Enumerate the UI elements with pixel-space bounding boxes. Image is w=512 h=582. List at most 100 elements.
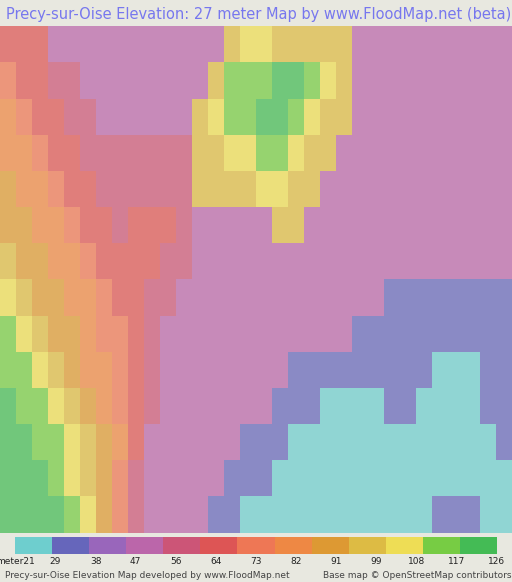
Bar xyxy=(422,537,460,554)
Bar xyxy=(480,297,496,315)
Bar xyxy=(448,207,464,225)
Bar xyxy=(352,352,368,370)
Bar xyxy=(128,243,144,261)
Bar xyxy=(480,478,496,496)
Bar xyxy=(384,370,400,388)
Bar xyxy=(208,370,224,388)
Bar xyxy=(320,315,336,333)
Bar xyxy=(400,315,416,333)
Bar xyxy=(336,134,352,153)
Bar xyxy=(176,243,192,261)
Bar xyxy=(464,261,480,279)
Bar xyxy=(240,207,256,225)
Bar xyxy=(496,388,512,406)
Bar xyxy=(336,297,352,315)
Bar xyxy=(160,388,176,406)
Bar xyxy=(160,352,176,370)
Bar xyxy=(0,243,16,261)
Bar xyxy=(48,333,64,352)
Bar xyxy=(224,478,240,496)
Bar xyxy=(416,225,432,243)
Bar xyxy=(368,153,384,171)
Bar xyxy=(448,442,464,460)
Bar xyxy=(288,116,304,134)
Bar xyxy=(349,537,386,554)
Bar xyxy=(128,442,144,460)
Bar xyxy=(464,460,480,478)
Bar xyxy=(176,352,192,370)
Bar xyxy=(160,370,176,388)
Bar xyxy=(160,297,176,315)
Bar xyxy=(272,315,288,333)
Bar xyxy=(272,62,288,80)
Bar xyxy=(16,153,32,171)
Bar xyxy=(400,424,416,442)
Bar xyxy=(256,153,272,171)
Bar xyxy=(464,496,480,514)
Bar xyxy=(0,62,16,80)
Bar xyxy=(80,261,96,279)
Bar xyxy=(480,279,496,297)
Bar xyxy=(400,333,416,352)
Bar xyxy=(352,98,368,116)
Bar xyxy=(64,279,80,297)
Bar xyxy=(64,80,80,98)
Bar xyxy=(224,496,240,514)
Bar xyxy=(368,261,384,279)
Bar xyxy=(352,315,368,333)
Bar xyxy=(464,98,480,116)
Bar xyxy=(288,460,304,478)
Bar xyxy=(464,62,480,80)
Bar xyxy=(448,26,464,44)
Bar xyxy=(352,442,368,460)
Bar xyxy=(96,424,112,442)
Bar xyxy=(160,496,176,514)
Bar xyxy=(304,460,320,478)
Bar xyxy=(208,496,224,514)
Bar xyxy=(400,460,416,478)
Bar xyxy=(128,62,144,80)
Bar xyxy=(176,315,192,333)
Bar xyxy=(320,225,336,243)
Bar xyxy=(480,261,496,279)
Bar xyxy=(448,243,464,261)
Bar xyxy=(32,189,48,207)
Bar xyxy=(144,62,160,80)
Bar xyxy=(80,514,96,533)
Bar xyxy=(80,189,96,207)
Bar xyxy=(240,171,256,189)
Bar xyxy=(336,243,352,261)
Bar xyxy=(96,171,112,189)
Bar xyxy=(96,153,112,171)
Bar xyxy=(416,243,432,261)
Bar xyxy=(480,225,496,243)
Bar xyxy=(272,225,288,243)
Bar xyxy=(368,406,384,424)
Bar xyxy=(15,537,52,554)
Bar xyxy=(128,315,144,333)
Bar xyxy=(400,44,416,62)
Bar xyxy=(224,261,240,279)
Bar xyxy=(32,388,48,406)
Bar xyxy=(416,388,432,406)
Bar xyxy=(0,406,16,424)
Bar xyxy=(368,496,384,514)
Bar xyxy=(256,243,272,261)
Bar xyxy=(416,406,432,424)
Bar xyxy=(256,496,272,514)
Bar xyxy=(112,26,128,44)
Bar xyxy=(144,134,160,153)
Bar xyxy=(16,333,32,352)
Bar xyxy=(432,98,448,116)
Bar xyxy=(16,243,32,261)
Bar xyxy=(48,225,64,243)
Bar xyxy=(460,537,497,554)
Bar xyxy=(192,261,208,279)
Bar xyxy=(128,460,144,478)
Bar xyxy=(208,406,224,424)
Bar xyxy=(192,315,208,333)
Bar xyxy=(384,153,400,171)
Bar xyxy=(176,44,192,62)
Bar xyxy=(176,171,192,189)
Bar xyxy=(496,207,512,225)
